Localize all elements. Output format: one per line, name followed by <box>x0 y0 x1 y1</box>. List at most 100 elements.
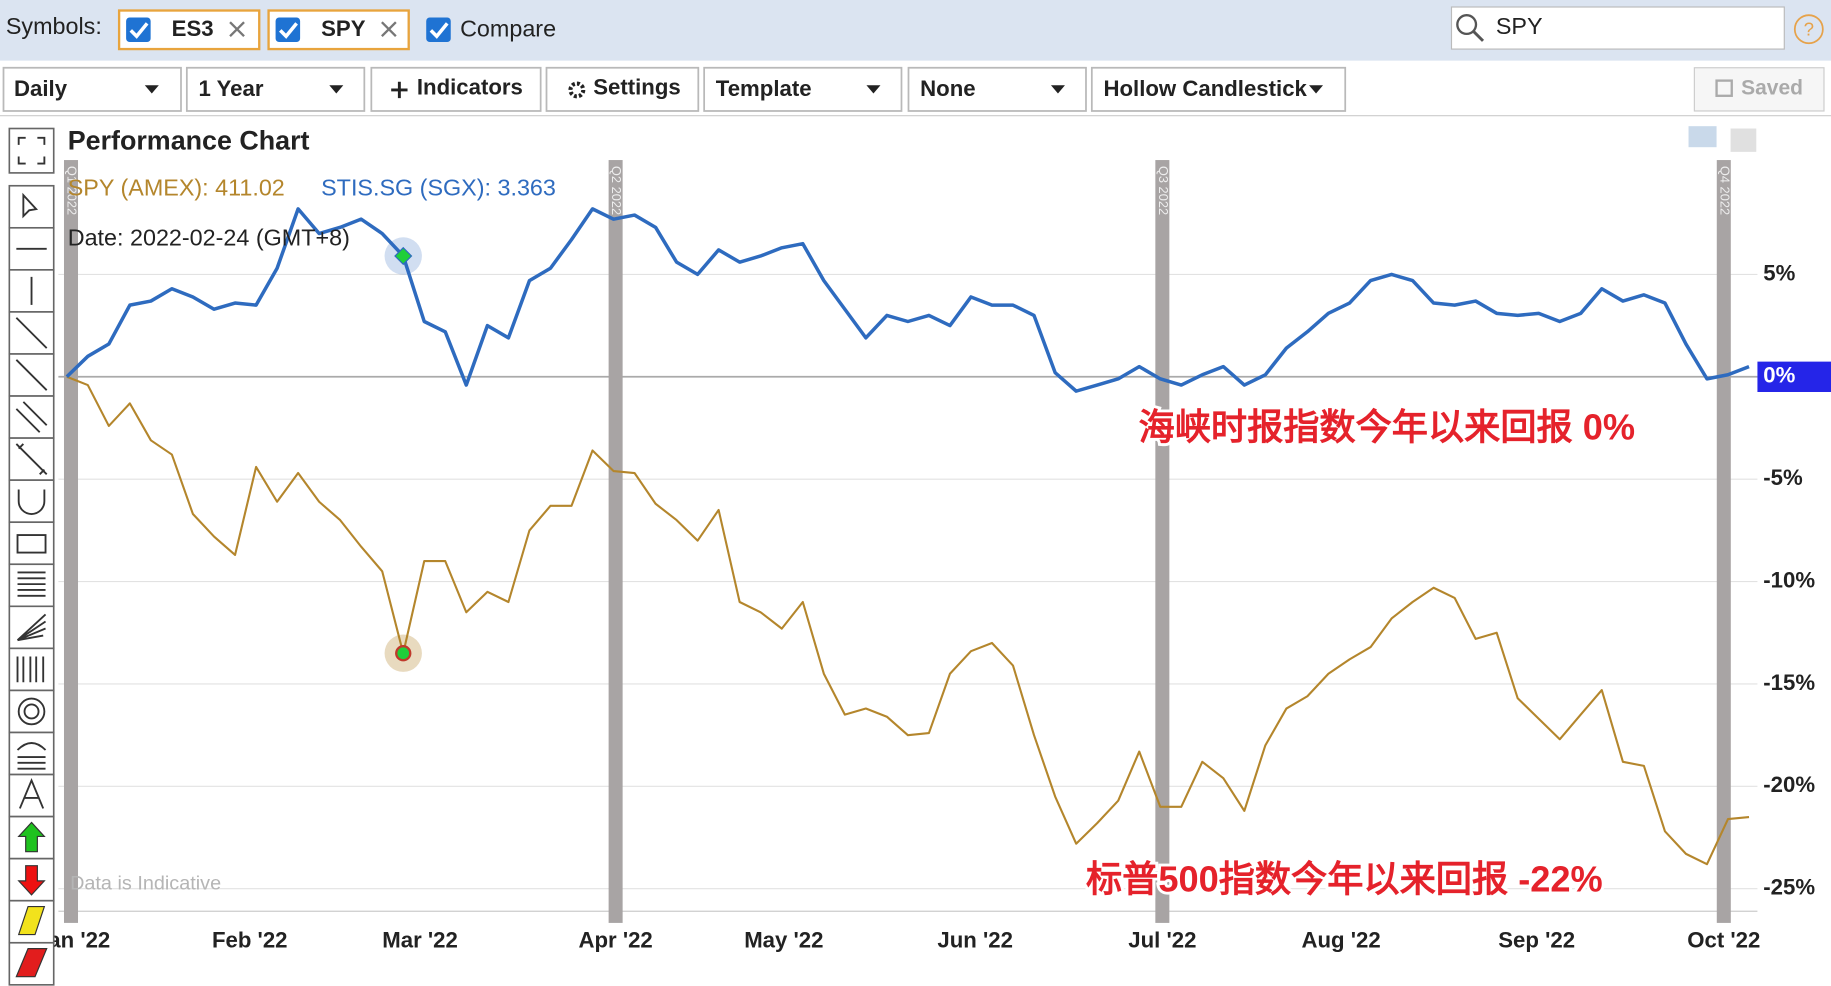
save-icon <box>1715 79 1733 97</box>
symbol: ES3 <box>172 16 214 41</box>
template-button[interactable] <box>703 66 903 112</box>
tool-button[interactable] <box>8 184 55 229</box>
tool-icon <box>15 359 48 391</box>
dropdown-arrow <box>1309 85 1324 94</box>
chip-box <box>267 9 410 51</box>
tool-icon <box>16 534 47 554</box>
button-text: Settings <box>593 75 681 100</box>
quarter-label: Q1 2022 <box>65 166 80 215</box>
symbol: SPY <box>321 16 366 41</box>
data-note: Data is Indicative <box>70 873 221 895</box>
chart-style-button[interactable] <box>1090 66 1347 112</box>
tool-button[interactable] <box>8 521 55 566</box>
x-tick-label: May '22 <box>744 927 823 952</box>
x-tick-label: Oct '22 <box>1687 927 1760 952</box>
y-tick-label: -15% <box>1763 670 1815 695</box>
quarter-divider <box>608 160 623 923</box>
button-text: Template <box>716 76 812 101</box>
button-text: Saved <box>1741 76 1803 99</box>
remove[interactable] <box>381 21 397 38</box>
x-tick-label: Feb '22 <box>212 927 288 952</box>
tool-icon <box>17 865 46 896</box>
symbol-chip[interactable]: SPY <box>267 9 410 51</box>
chart-title: Performance Chart <box>68 126 310 156</box>
plot-area: 5% 0% -5% -10% -15% -20% -25% Q1 2022 Q2 2022 Q3 … <box>36 116 1831 952</box>
quarter-divider <box>1155 160 1170 923</box>
quarter-divider <box>1716 160 1731 923</box>
tool-icon <box>17 697 46 726</box>
date-label: Date: 2022-02-24 (GMT+8) <box>68 225 350 251</box>
x-tick-label: Aug '22 <box>1301 927 1380 952</box>
help-button[interactable] <box>1793 14 1824 45</box>
tool-icon <box>23 703 40 720</box>
x-tick-label: Jul '22 <box>1128 927 1196 952</box>
legend-entry: STIS.SG (SGX): 3.363 <box>321 174 556 200</box>
annotation: 海峡时报指数今年以来回报 0% <box>1139 406 1635 447</box>
quarter-label: Q2 2022 <box>609 166 624 215</box>
dropdown-arrow <box>1050 85 1065 94</box>
series-line <box>66 375 1750 866</box>
x-tick-label: Jun '22 <box>937 927 1013 952</box>
tool-icon <box>17 821 46 853</box>
tool-button[interactable] <box>8 127 55 174</box>
y-tick-label: 0% <box>1763 363 1795 388</box>
compare-checkbox[interactable] <box>426 17 451 43</box>
gear-icon <box>568 81 586 99</box>
dropdown-arrow <box>144 85 159 94</box>
last-value-tag <box>1757 361 1831 392</box>
plot-background <box>58 116 1758 923</box>
symbols-label: Symbols: <box>6 13 102 39</box>
tool-button[interactable] <box>8 563 55 608</box>
tool-button[interactable] <box>8 689 55 734</box>
y-tick-label: -5% <box>1763 465 1803 490</box>
tool-icon <box>17 489 46 515</box>
tool-icon <box>15 401 48 433</box>
quarter-divider <box>63 160 79 923</box>
tool-button[interactable] <box>8 395 55 439</box>
tool-icon <box>15 948 48 978</box>
annotation: 标普500指数今年以来回报 -22% <box>1086 859 1603 900</box>
help-text: ? <box>1804 18 1814 39</box>
tool-icon <box>17 905 46 936</box>
checkbox[interactable] <box>275 17 301 43</box>
search-icon <box>1456 14 1478 36</box>
hover-marker <box>394 246 413 266</box>
remove[interactable] <box>229 21 245 38</box>
tool-icon <box>16 656 45 683</box>
search-icon <box>1472 30 1485 42</box>
y-tick-label: -20% <box>1763 772 1815 797</box>
compare-label: Compare <box>460 16 556 42</box>
tool-icon <box>16 613 47 642</box>
tool-icon <box>22 192 39 219</box>
tool-icon <box>17 136 46 165</box>
tool-palette <box>8 127 55 986</box>
tool-icon <box>17 571 46 597</box>
y-tick-label: 5% <box>1763 260 1795 285</box>
check <box>279 22 298 39</box>
checkbox[interactable] <box>126 17 151 43</box>
tool-icon <box>16 742 47 770</box>
search-box[interactable] <box>1450 6 1785 50</box>
button-text: Hollow Candlestick <box>1104 76 1308 101</box>
image-icon[interactable] <box>1688 126 1717 148</box>
x-tick-label: Apr '22 <box>578 927 652 952</box>
button-text: Daily <box>14 76 68 101</box>
hover-marker <box>395 645 412 662</box>
tool-button[interactable] <box>8 647 55 692</box>
tool-button[interactable] <box>8 479 55 524</box>
dropdown-arrow <box>329 85 344 94</box>
series-line <box>65 207 1750 393</box>
symbol-chip[interactable]: ES3 <box>117 9 261 51</box>
button-text: 1 Year <box>199 76 264 101</box>
dropdown-arrow <box>866 85 881 94</box>
quarter-label: Q4 2022 <box>1717 166 1732 215</box>
legend-entry: SPY (AMEX): 411.02 <box>68 174 285 200</box>
quarter-label: Q3 2022 <box>1156 166 1171 215</box>
x-tick-label: Mar '22 <box>382 927 458 952</box>
print-icon[interactable] <box>1730 128 1757 152</box>
tool-icon <box>15 317 48 349</box>
button-text: Indicators <box>417 75 523 100</box>
y-tick-label: -10% <box>1763 567 1815 592</box>
